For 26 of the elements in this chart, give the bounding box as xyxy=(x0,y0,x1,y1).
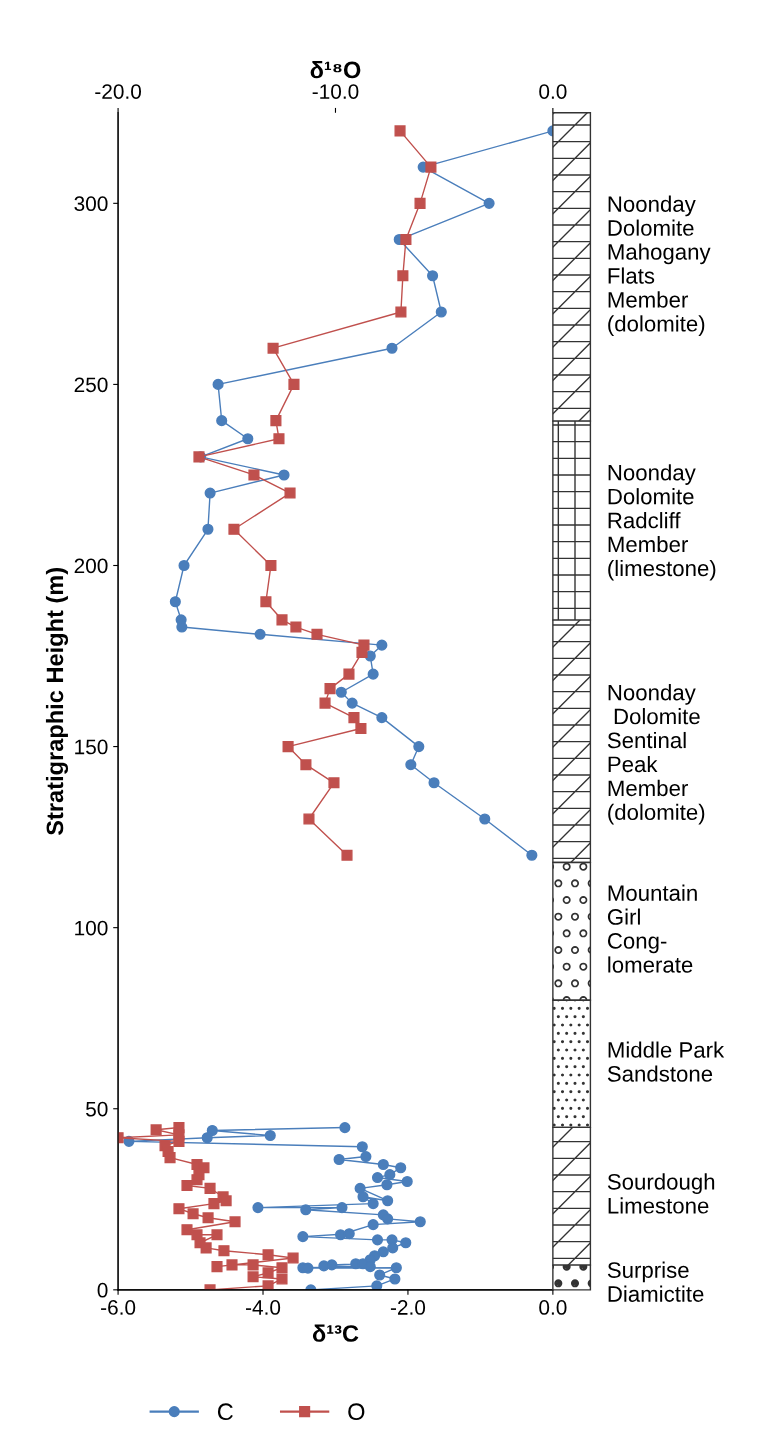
text: Noonday Dolomite Sentinal Peak Member (dolomite) xyxy=(607,684,705,825)
y-tick-label: 200 xyxy=(74,558,108,574)
x2-tick-label: -20.0 xyxy=(95,84,142,99)
x2-tick-label: 0.0 xyxy=(539,84,567,99)
text: Surprise Diamictite xyxy=(607,1261,704,1302)
legend-label: O xyxy=(348,1403,365,1421)
y-tick-label: 0 xyxy=(97,1282,108,1298)
y-tick-label: 150 xyxy=(75,739,108,755)
text: Middle Park Sandstone xyxy=(607,1041,725,1082)
x2-axis-title: δ¹⁸O xyxy=(310,60,361,79)
x-tick-label: -4.0 xyxy=(245,1300,281,1315)
text: Sourdough Limestone xyxy=(607,1173,715,1214)
text: Noonday Dolomite Radcliff Member (limestone) xyxy=(608,464,716,581)
text: Mountain Girl Cong- lomerate xyxy=(607,884,697,973)
y-axis-title: Stratigraphic Height (m) xyxy=(45,568,69,836)
y-tick-label: 250 xyxy=(74,377,108,393)
x-tick-label: 0.0 xyxy=(539,1300,567,1315)
x-tick-label: -6.0 xyxy=(101,1300,136,1315)
x-tick-label: -2.0 xyxy=(390,1300,426,1315)
y-tick-label: 100 xyxy=(75,920,108,936)
x2-tick-label: -10.0 xyxy=(312,84,359,99)
text: Noonday Dolomite Mahogany Flats Member (dolomite) xyxy=(608,195,711,336)
x-axis-title: δ¹³C xyxy=(312,1324,359,1342)
y-tick-label: 50 xyxy=(86,1101,108,1117)
y-tick-label: 300 xyxy=(74,196,108,212)
legend-label: C xyxy=(217,1403,233,1421)
